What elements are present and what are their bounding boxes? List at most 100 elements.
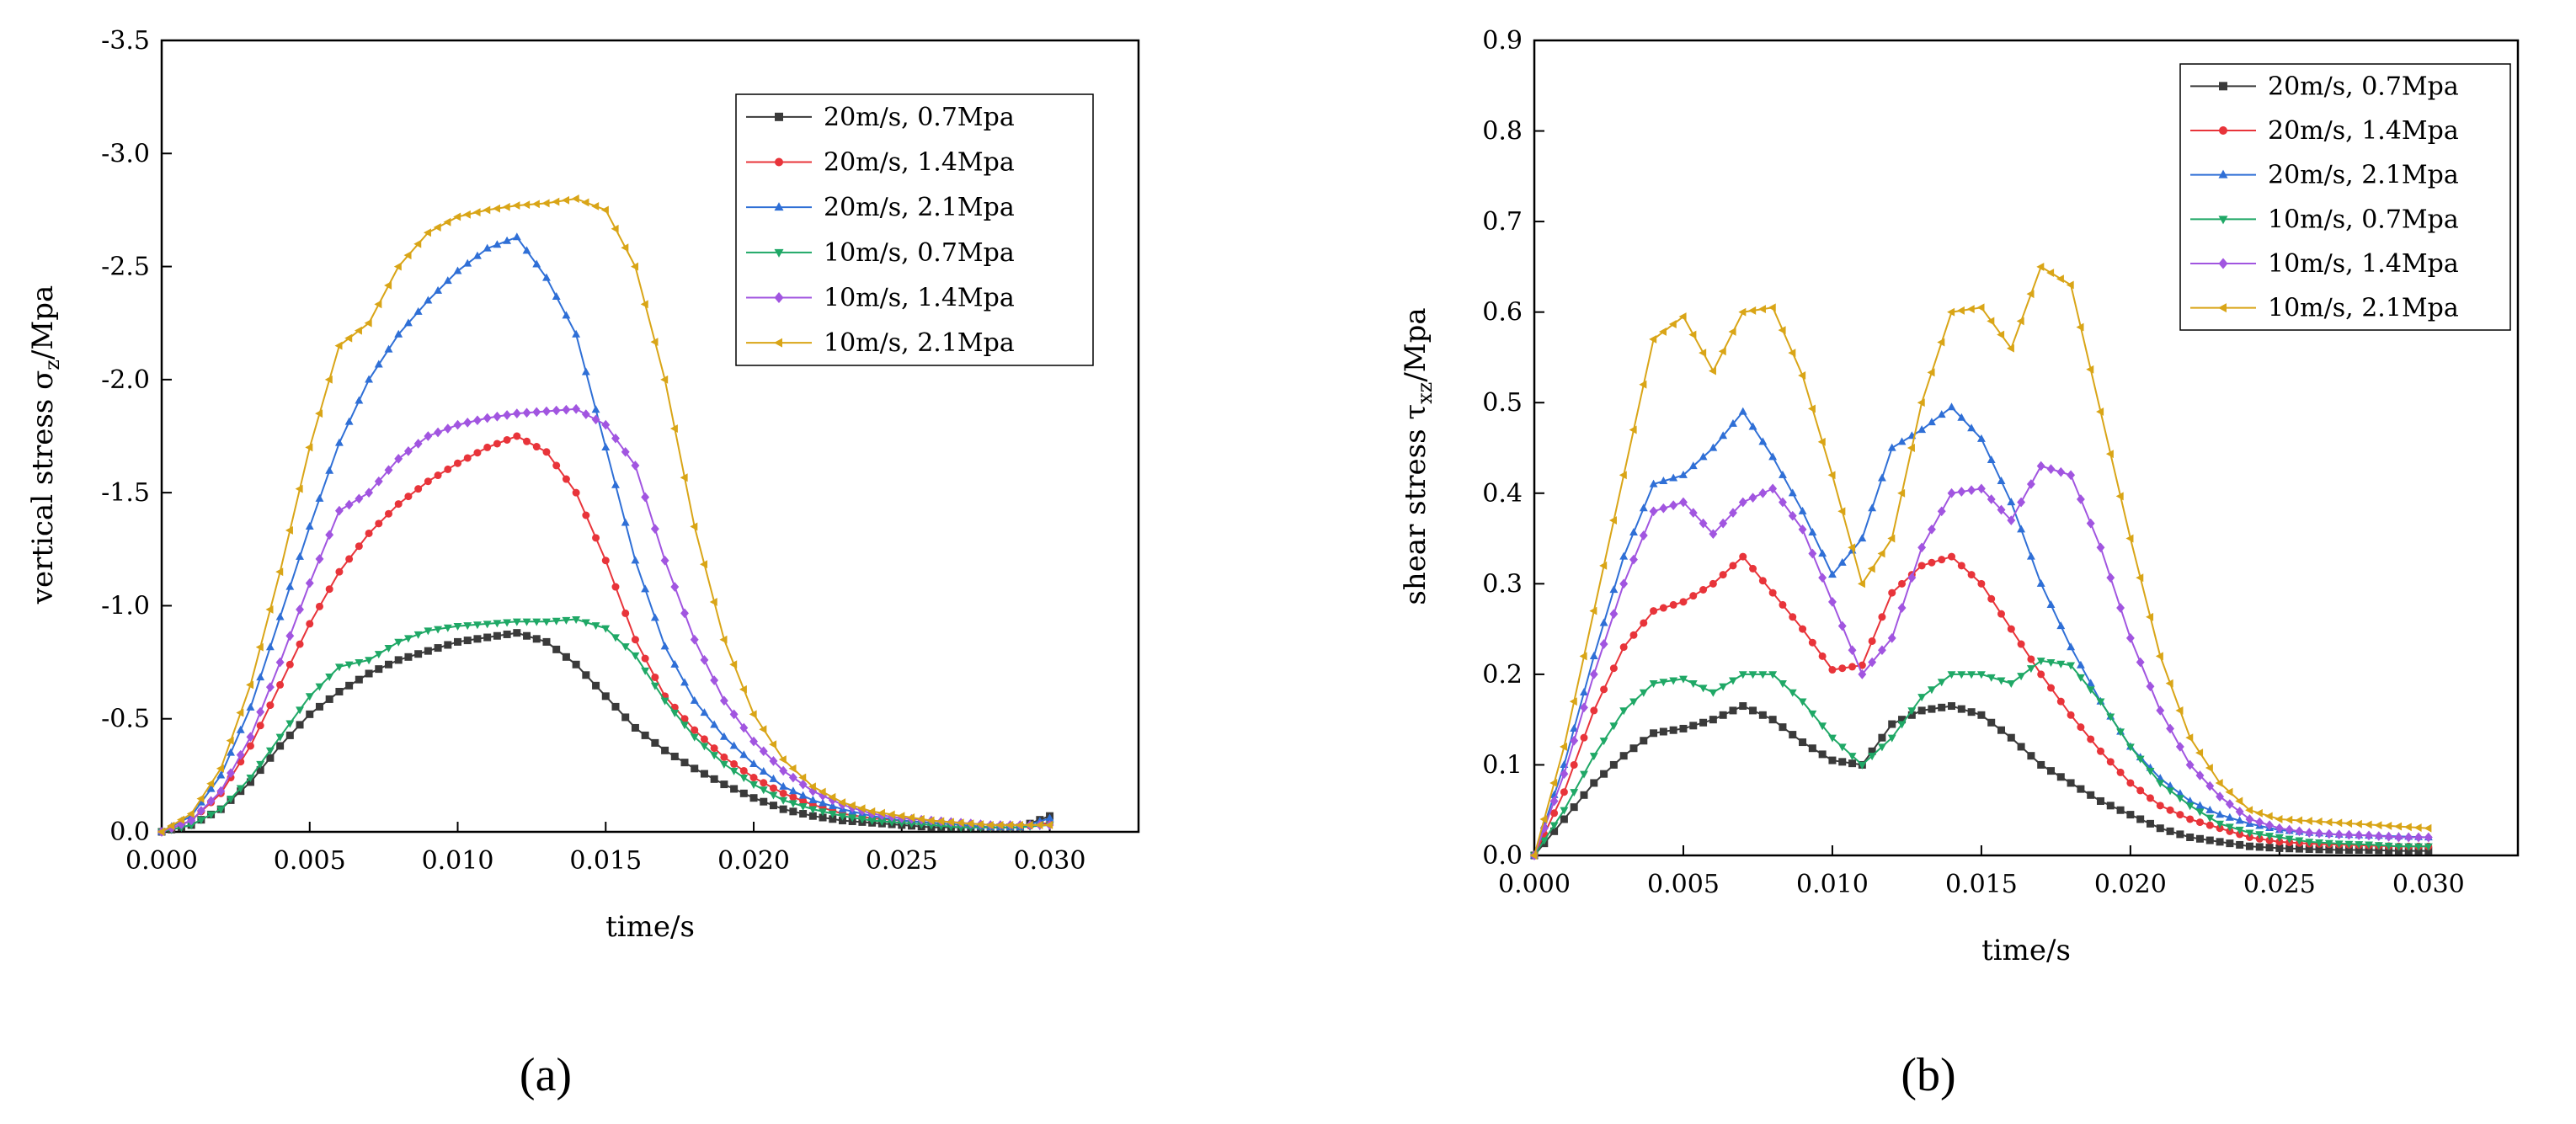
data-point [779,789,787,797]
data-point [2106,802,2115,810]
data-point [503,630,511,638]
data-point [2335,846,2344,855]
plot-frame-a [160,39,1140,834]
x-tick-label: 0.015 [1945,870,2018,899]
data-point [296,706,304,715]
data-point [1580,770,1588,779]
data-point [1749,564,1757,573]
data-point [1688,461,1698,470]
data-point [256,722,264,730]
x-tick-label: 0.030 [2392,870,2465,899]
data-point [2067,642,2076,651]
data-point [2155,652,2163,661]
y-axis-title-prefix-b: shear stress τ [1399,404,1432,605]
data-point [2404,832,2413,843]
data-point [631,461,640,471]
data-point [216,764,224,773]
y-tick-label: 0.1 [1482,750,1523,780]
data-point [1937,338,1945,347]
data-point [1025,820,1033,829]
data-point [424,647,432,655]
data-point [621,446,630,457]
data-point [1888,720,1896,728]
data-point [227,796,235,804]
data-point [1669,473,1678,482]
data-point [621,243,629,253]
data-point [472,208,481,217]
data-point [1768,589,1777,597]
legend-label: 20m/s, 1.4Mpa [2268,116,2459,146]
data-point [1937,679,1946,687]
data-point [2185,759,2195,770]
x-axis-title-a: time/s [605,910,695,944]
data-point [680,608,689,619]
legend-item: 20m/s, 0.7Mpa [746,103,1015,132]
data-point [808,812,817,820]
data-point [532,443,541,451]
y-tick-label: -2.0 [101,365,150,395]
data-point [1798,698,1807,706]
data-point [493,240,502,248]
data-point [413,439,423,449]
data-point [1608,516,1617,525]
data-point [394,500,403,509]
data-point [503,619,512,627]
y-axis-title-b: shear stress τxz/Mpa [1399,307,1437,605]
data-point [621,643,630,652]
data-point [1967,571,1976,579]
data-point [640,300,648,309]
data-point [2265,820,2275,830]
legend-item: 20m/s, 1.4Mpa [746,148,1015,178]
legend-marker [774,202,784,211]
data-point [434,626,443,634]
legend-marker [775,112,783,121]
data-point [739,766,748,775]
data-point [512,618,521,626]
data-point [275,567,284,577]
data-point [788,786,797,795]
y-tick-label: 0.0 [109,818,150,847]
legend-marker [2219,126,2227,135]
data-point [1967,708,1976,716]
data-point [946,818,954,827]
data-point [2235,816,2244,824]
data-point [403,635,413,643]
data-point [246,732,255,743]
legend-label: 20m/s, 0.7Mpa [2268,72,2459,101]
data-point [760,797,768,806]
data-point [1837,743,1847,752]
data-point [186,809,195,818]
data-point [2017,640,2025,648]
data-point [759,746,768,757]
y-tick-label: -1.5 [101,478,150,508]
data-point [394,454,403,464]
data-point [641,667,650,675]
data-point [710,720,719,728]
data-point [1570,760,1578,769]
data-point [2205,805,2215,813]
data-point [523,437,531,445]
data-point [729,660,738,669]
data-point [473,449,482,457]
data-point [444,465,452,473]
data-point [808,782,816,791]
data-point [877,818,887,826]
data-point [1788,349,1796,358]
data-point [710,752,719,760]
data-point [1947,402,1956,411]
series-10m-s-2-1mpa [157,194,1053,836]
data-point [819,798,828,807]
data-point [2046,600,2056,609]
data-point [306,620,314,628]
data-point [285,631,295,642]
y-tick-label: 0.9 [1482,26,1523,56]
data-point [1639,380,1647,389]
data-point [542,273,551,281]
data-point [285,525,293,535]
data-point [265,682,275,692]
data-point [1947,487,1956,498]
axis-ticks-b: 0.000 0.005 0.010 0.015 0.020 0.025 0.030 0.0 0.… [1482,26,2464,899]
data-point [355,493,364,504]
data-point [779,781,788,790]
data-point [2265,844,2274,852]
